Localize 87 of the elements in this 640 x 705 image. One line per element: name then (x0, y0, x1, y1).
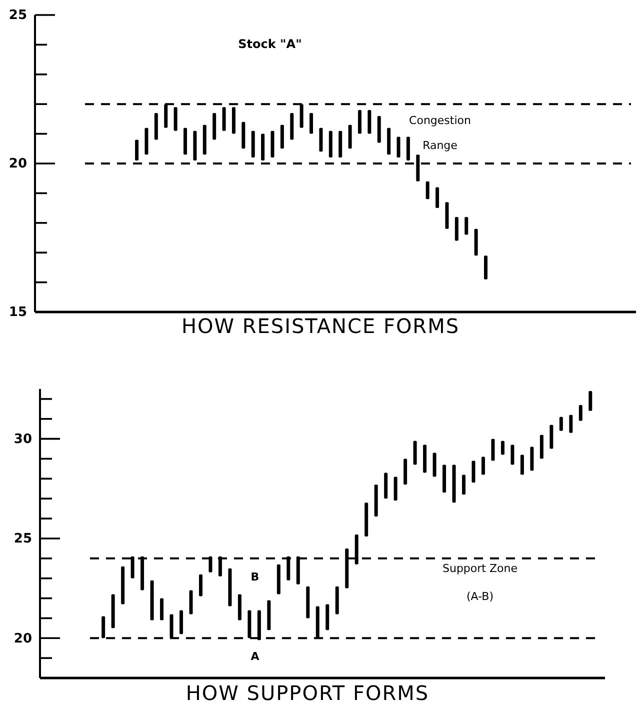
bar (578, 404, 582, 421)
bar (540, 434, 544, 459)
bar (242, 122, 246, 149)
bar (394, 476, 398, 501)
bar (481, 456, 485, 475)
bar (484, 256, 488, 280)
bar (377, 116, 381, 143)
bar (174, 107, 178, 131)
annotation: Congestion (409, 114, 471, 127)
bar (520, 454, 524, 475)
bar (198, 574, 202, 596)
bar (588, 390, 592, 411)
annotation: Support Zone (442, 562, 518, 575)
ref-line-label: B (250, 570, 260, 584)
bar (150, 580, 154, 620)
bar (500, 440, 504, 455)
bar (154, 113, 158, 140)
bar (135, 140, 139, 161)
bar (387, 128, 391, 155)
bar (222, 107, 226, 131)
bar (364, 502, 368, 536)
bar (413, 440, 417, 465)
bar (180, 610, 183, 634)
bar (559, 416, 563, 431)
bar (396, 136, 400, 158)
bar (238, 594, 242, 620)
bar (290, 113, 294, 140)
text: Stock "A" (238, 37, 302, 51)
bar (310, 113, 314, 134)
bar (326, 604, 330, 630)
bar (193, 130, 197, 161)
bar (368, 110, 372, 134)
bar (442, 464, 446, 493)
bar (251, 130, 255, 158)
bar (276, 564, 280, 594)
bar (530, 446, 534, 471)
bar (358, 110, 362, 134)
bar (472, 460, 476, 483)
bar (232, 107, 236, 134)
bar (306, 586, 310, 618)
bar (423, 444, 427, 473)
bar (261, 134, 265, 161)
bar (436, 187, 440, 208)
bar (462, 474, 466, 495)
bar (202, 124, 206, 155)
bar (464, 216, 468, 235)
bar (184, 128, 187, 155)
x-axis-title: HOW RESISTANCE FORMS (181, 314, 460, 338)
bar (491, 438, 495, 461)
bar (569, 414, 573, 433)
bar (144, 128, 148, 155)
bar (406, 136, 410, 161)
y-tick-label: 20 (8, 156, 27, 172)
bar (121, 566, 125, 604)
bar (452, 464, 456, 503)
bar (510, 444, 514, 465)
bar (432, 452, 436, 477)
annotation: (A-B) (466, 590, 494, 603)
bar (338, 130, 342, 158)
bar (212, 113, 216, 140)
bar (319, 128, 323, 152)
bar (474, 228, 478, 256)
bar (280, 124, 284, 149)
bar (328, 130, 332, 158)
bar (335, 586, 339, 614)
bar (267, 600, 271, 630)
y-tick-label: 15 (8, 305, 27, 320)
bar (270, 130, 274, 158)
bar (160, 598, 164, 620)
y-tick-label: 20 (14, 631, 32, 646)
bar (189, 590, 193, 614)
ref-line-label: A (250, 650, 260, 664)
bar (454, 216, 458, 241)
bar (404, 458, 408, 485)
y-tick-label: 25 (14, 532, 32, 547)
bar (348, 124, 352, 149)
bar (228, 568, 232, 606)
bar (374, 484, 378, 517)
bar (111, 594, 115, 628)
y-tick-label: 25 (8, 8, 27, 24)
y-tick-label: 30 (14, 432, 32, 447)
bar (550, 424, 554, 449)
annotation: Range (422, 139, 458, 152)
bar (384, 472, 388, 499)
bar (445, 202, 449, 229)
bar (426, 181, 430, 200)
x-axis-title: HOW SUPPORT FORMS (186, 681, 430, 705)
